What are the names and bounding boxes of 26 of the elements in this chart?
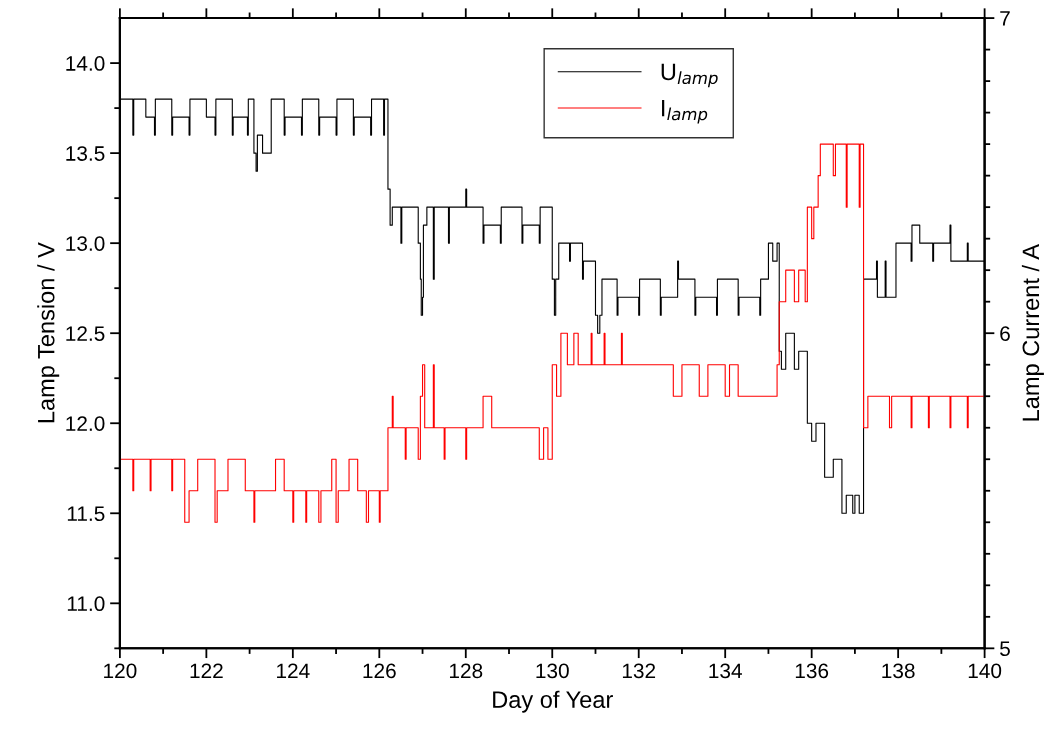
x-tick-label: 122 <box>190 663 223 679</box>
y-tick-label: 13.0 <box>66 236 105 251</box>
y2-axis-title: Lamp Current / A <box>1021 244 1044 421</box>
y-tick-label: 11.5 <box>67 506 105 522</box>
x-tick-label: 130 <box>536 663 569 679</box>
x-tick-label: 136 <box>795 663 829 679</box>
legend-label: U$_{lamp}$ <box>661 63 718 88</box>
y2-tick-label: 6 <box>1000 326 1010 341</box>
y-tick-label: 12.5 <box>66 326 105 341</box>
y-axis-title: Lamp Tension / V <box>37 242 60 423</box>
y-tick-label: 14.0 <box>66 56 105 71</box>
x-tick-label: 140 <box>968 663 1002 679</box>
x-tick-label: 134 <box>709 663 742 679</box>
x-tick-label: 126 <box>363 663 396 679</box>
y-tick-label: 13.5 <box>66 146 105 161</box>
y2-tick-label: 5 <box>1000 641 1010 657</box>
x-tick-label: 128 <box>449 663 483 679</box>
y2-tick-label: 7 <box>1000 11 1010 26</box>
x-tick-label: 120 <box>104 663 137 679</box>
legend-label: I$_{lamp}$ <box>662 100 708 124</box>
x-tick-label: 124 <box>277 663 310 679</box>
y-tick-label: 11.0 <box>67 596 105 612</box>
x-axis-title: Day of Year <box>493 690 613 713</box>
x-tick-label: 138 <box>882 663 915 679</box>
x-tick-label: 132 <box>622 663 656 679</box>
y-tick-label: 12.0 <box>66 416 105 431</box>
